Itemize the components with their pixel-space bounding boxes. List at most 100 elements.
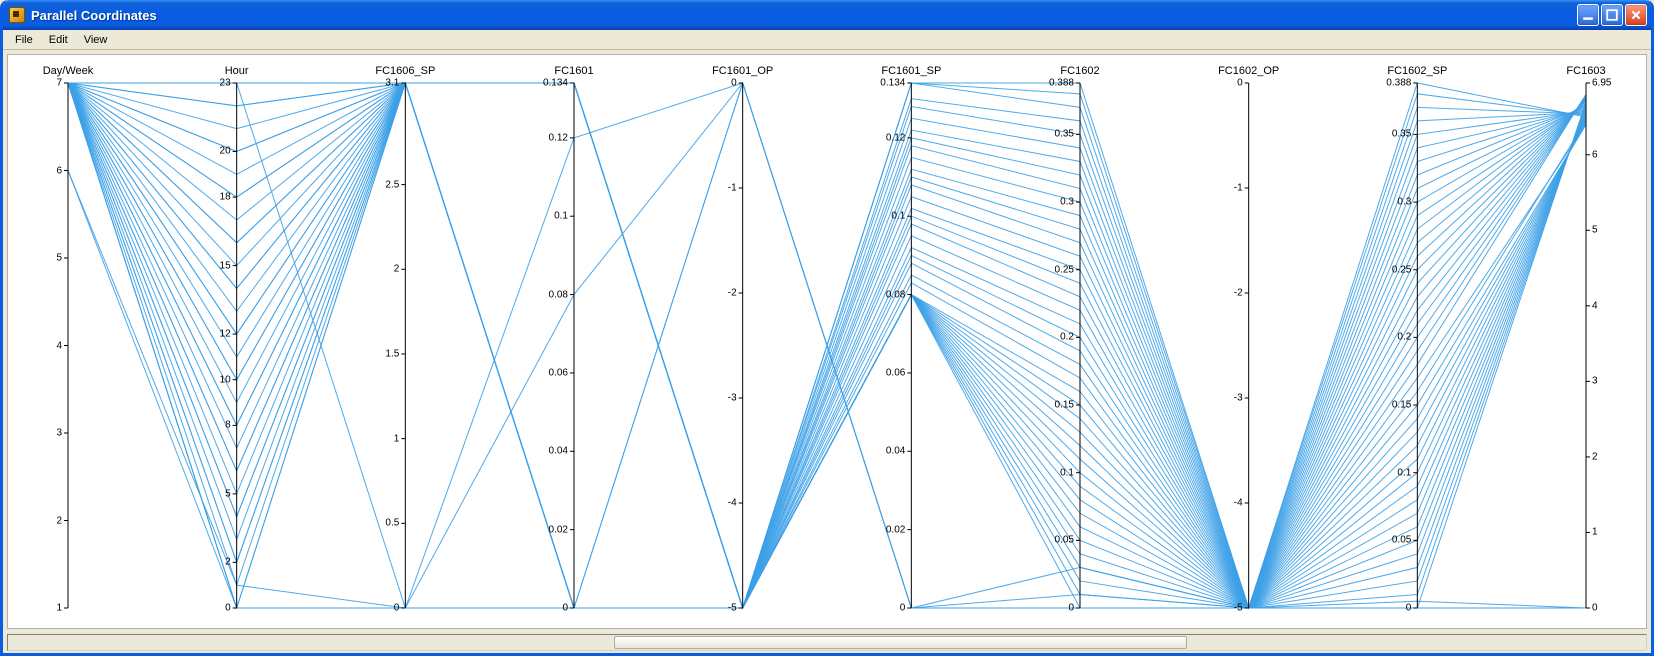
axis-tick-label: 0.05 <box>1392 535 1411 546</box>
axis-tick-label: -4 <box>728 498 737 509</box>
axis-tick-label: 0 <box>1592 603 1598 614</box>
axis-label: FC1601_SP <box>881 65 941 77</box>
axis-tick-label: -3 <box>728 393 737 404</box>
axis-label: FC1601 <box>554 65 593 77</box>
scrollbar-thumb[interactable] <box>614 636 1187 649</box>
axis-tick-label: 0.25 <box>1055 264 1074 275</box>
parallel-coordinates-chart[interactable]: Day/Week1234567Hour0258101215182023FC160… <box>7 54 1647 629</box>
minimize-button[interactable] <box>1577 4 1599 26</box>
close-button[interactable] <box>1625 4 1647 26</box>
app-icon <box>9 7 25 23</box>
axis-tick-label: 0 <box>900 603 906 614</box>
axis-tick-label: 2 <box>1592 451 1598 462</box>
axis-tick-label: -3 <box>1234 393 1243 404</box>
window-title: Parallel Coordinates <box>31 8 1577 23</box>
axis-tick-label: 0.04 <box>886 446 905 457</box>
titlebar[interactable]: Parallel Coordinates <box>3 0 1651 30</box>
axis-tick-label: 0 <box>1068 603 1074 614</box>
axis-tick-label: 0.1 <box>1060 467 1074 478</box>
axis-tick-label: 0.3 <box>1060 197 1074 208</box>
axis-tick-label: 0.08 <box>886 289 905 300</box>
maximize-icon <box>1606 9 1618 21</box>
axis-tick-label: 0.12 <box>886 132 905 143</box>
axis-tick-label: 0.25 <box>1392 264 1411 275</box>
axis-tick-label: 0.3 <box>1397 197 1411 208</box>
axis-tick-label: 0.12 <box>549 132 568 143</box>
axis-tick-label: 7 <box>56 78 62 89</box>
axis-tick-label: 2.5 <box>385 179 399 190</box>
axis-tick-label: 10 <box>220 374 231 385</box>
axis-label: FC1602 <box>1060 65 1099 77</box>
axis-tick-label: 0.388 <box>1049 78 1074 89</box>
axis-label: Hour <box>225 65 249 77</box>
axis-label: FC1606_SP <box>375 65 435 77</box>
axis-tick-label: 6.95 <box>1592 78 1611 89</box>
axis-tick-label: 1 <box>1592 527 1598 538</box>
axis-tick-label: 0.388 <box>1386 78 1411 89</box>
axis-tick-label: 0.02 <box>549 524 568 535</box>
axis-tick-label: 0.15 <box>1055 400 1074 411</box>
axis-tick-label: 6 <box>1592 149 1598 160</box>
axis-tick-label: 5 <box>225 488 231 499</box>
axis-tick-label: 0 <box>731 78 737 89</box>
menu-view[interactable]: View <box>76 32 116 48</box>
axis-tick-label: 0.15 <box>1392 400 1411 411</box>
axis-tick-label: 3 <box>56 428 62 439</box>
axis-tick-label: 8 <box>225 420 231 431</box>
axis-tick-label: 0.1 <box>1397 467 1411 478</box>
axis-tick-label: 1.5 <box>385 348 399 359</box>
axis-tick-label: -1 <box>1234 183 1243 194</box>
minimize-icon <box>1582 9 1594 21</box>
menubar: File Edit View <box>3 30 1651 50</box>
axis-label: FC1601_OP <box>712 65 773 77</box>
app-window: Parallel Coordinates File Edit View Day/… <box>0 0 1654 656</box>
axis-tick-label: 15 <box>220 260 231 271</box>
axis-tick-label: 1 <box>56 603 62 614</box>
axis-tick-label: 2 <box>56 515 62 526</box>
axis-label: FC1602_OP <box>1218 65 1279 77</box>
axis-tick-label: 4 <box>56 340 62 351</box>
axis-tick-label: 0.06 <box>549 367 568 378</box>
axis-tick-label: 2 <box>225 557 231 568</box>
axis-tick-label: 0.134 <box>543 78 568 89</box>
axis-tick-label: 0.5 <box>385 518 399 529</box>
axis-tick-label: 0.35 <box>1392 129 1411 140</box>
menu-edit[interactable]: Edit <box>41 32 76 48</box>
axis-label: FC1602_SP <box>1387 65 1447 77</box>
axis-tick-label: 4 <box>1592 300 1598 311</box>
axis-tick-label: 0 <box>1237 78 1243 89</box>
axis-tick-label: 0 <box>394 603 400 614</box>
axis-tick-label: 0.2 <box>1060 332 1074 343</box>
axis-tick-label: -1 <box>728 183 737 194</box>
axis-tick-label: 0.1 <box>554 211 568 222</box>
axis-tick-label: 3.1 <box>385 78 399 89</box>
axis-tick-label: 0.04 <box>549 446 568 457</box>
axis-tick-label: -5 <box>728 603 737 614</box>
axis-tick-label: -2 <box>728 288 737 299</box>
axis-tick-label: -5 <box>1234 603 1243 614</box>
horizontal-scrollbar[interactable] <box>7 634 1647 651</box>
axis-tick-label: -4 <box>1234 498 1243 509</box>
close-icon <box>1630 9 1642 21</box>
axis-tick-label: 0.35 <box>1055 129 1074 140</box>
axis-tick-label: 5 <box>56 253 62 264</box>
axis-label: Day/Week <box>43 65 94 77</box>
axis-tick-label: 0.08 <box>549 289 568 300</box>
axis-tick-label: 12 <box>220 329 231 340</box>
axis-tick-label: 3 <box>1592 376 1598 387</box>
axis-tick-label: 0 <box>225 603 231 614</box>
client-area: Day/Week1234567Hour0258101215182023FC160… <box>3 50 1651 653</box>
axis-tick-label: 0.06 <box>886 367 905 378</box>
axis-tick-label: 18 <box>220 192 231 203</box>
axis-tick-label: -2 <box>1234 288 1243 299</box>
axis-tick-label: 0.02 <box>886 524 905 535</box>
menu-file[interactable]: File <box>7 32 41 48</box>
axis-tick-label: 0.05 <box>1055 535 1074 546</box>
axis-tick-label: 6 <box>56 165 62 176</box>
axis-tick-label: 23 <box>220 78 231 89</box>
axis-tick-label: 0 <box>562 603 568 614</box>
axis-tick-label: 0 <box>1406 603 1412 614</box>
maximize-button[interactable] <box>1601 4 1623 26</box>
axis-tick-label: 1 <box>394 433 400 444</box>
axis-tick-label: 0.1 <box>891 211 905 222</box>
